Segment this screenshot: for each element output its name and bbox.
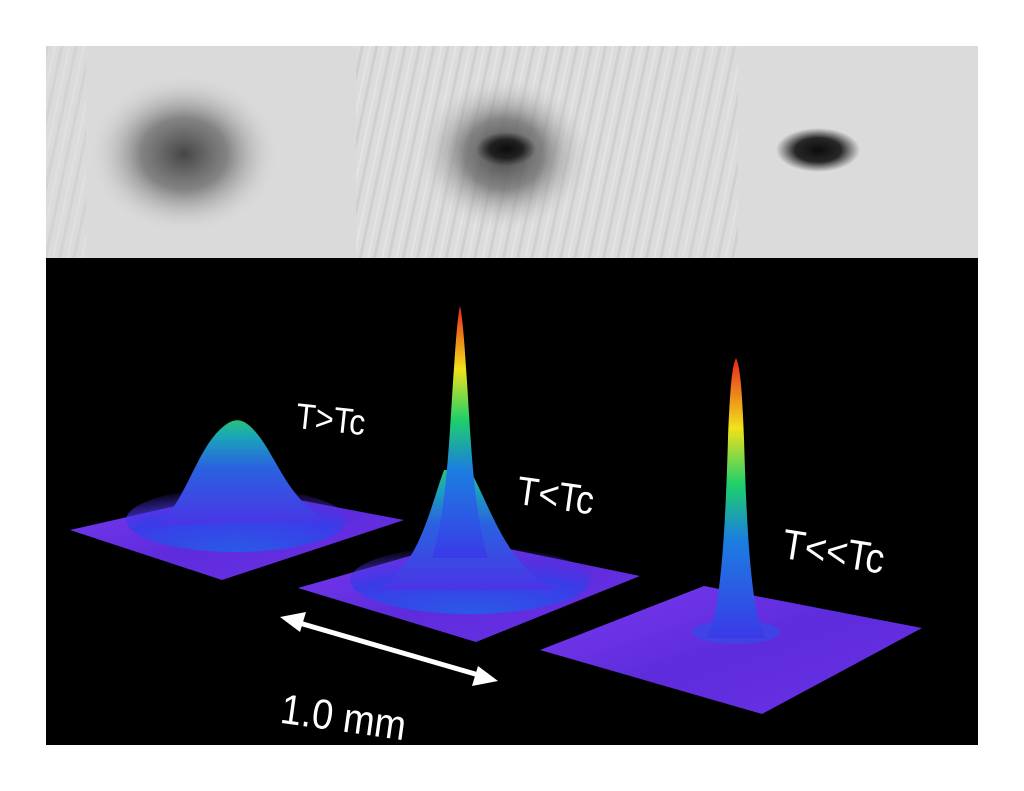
thermal-cloud-shadow — [88, 74, 280, 234]
bec-figure: T>Tc T<Tc T<<Tc 1.0 mm — [46, 46, 978, 745]
condensate-peak — [706, 358, 766, 638]
condensate-shadow — [776, 128, 860, 172]
mixed-cloud-condensate-shadow — [476, 132, 536, 166]
density-base-3 — [540, 586, 922, 714]
density-plot-far-below-tc — [540, 358, 922, 714]
scale-arrow-right — [472, 666, 498, 686]
scale-arrow-left — [280, 612, 306, 632]
label-above-tc: T>Tc — [294, 395, 368, 444]
density-plot-below-tc — [298, 306, 640, 642]
absorption-images — [46, 46, 978, 258]
density-plots — [70, 306, 922, 714]
bimodal-condensate-peak — [432, 306, 488, 558]
scale-bar — [280, 612, 498, 686]
label-below-tc: T<Tc — [514, 469, 597, 524]
absorption-image-strip — [46, 46, 978, 258]
density-plot-above-tc — [70, 420, 404, 580]
density-plot-panel: T>Tc T<Tc T<<Tc 1.0 mm — [46, 258, 978, 745]
thermal-peak — [156, 420, 326, 526]
